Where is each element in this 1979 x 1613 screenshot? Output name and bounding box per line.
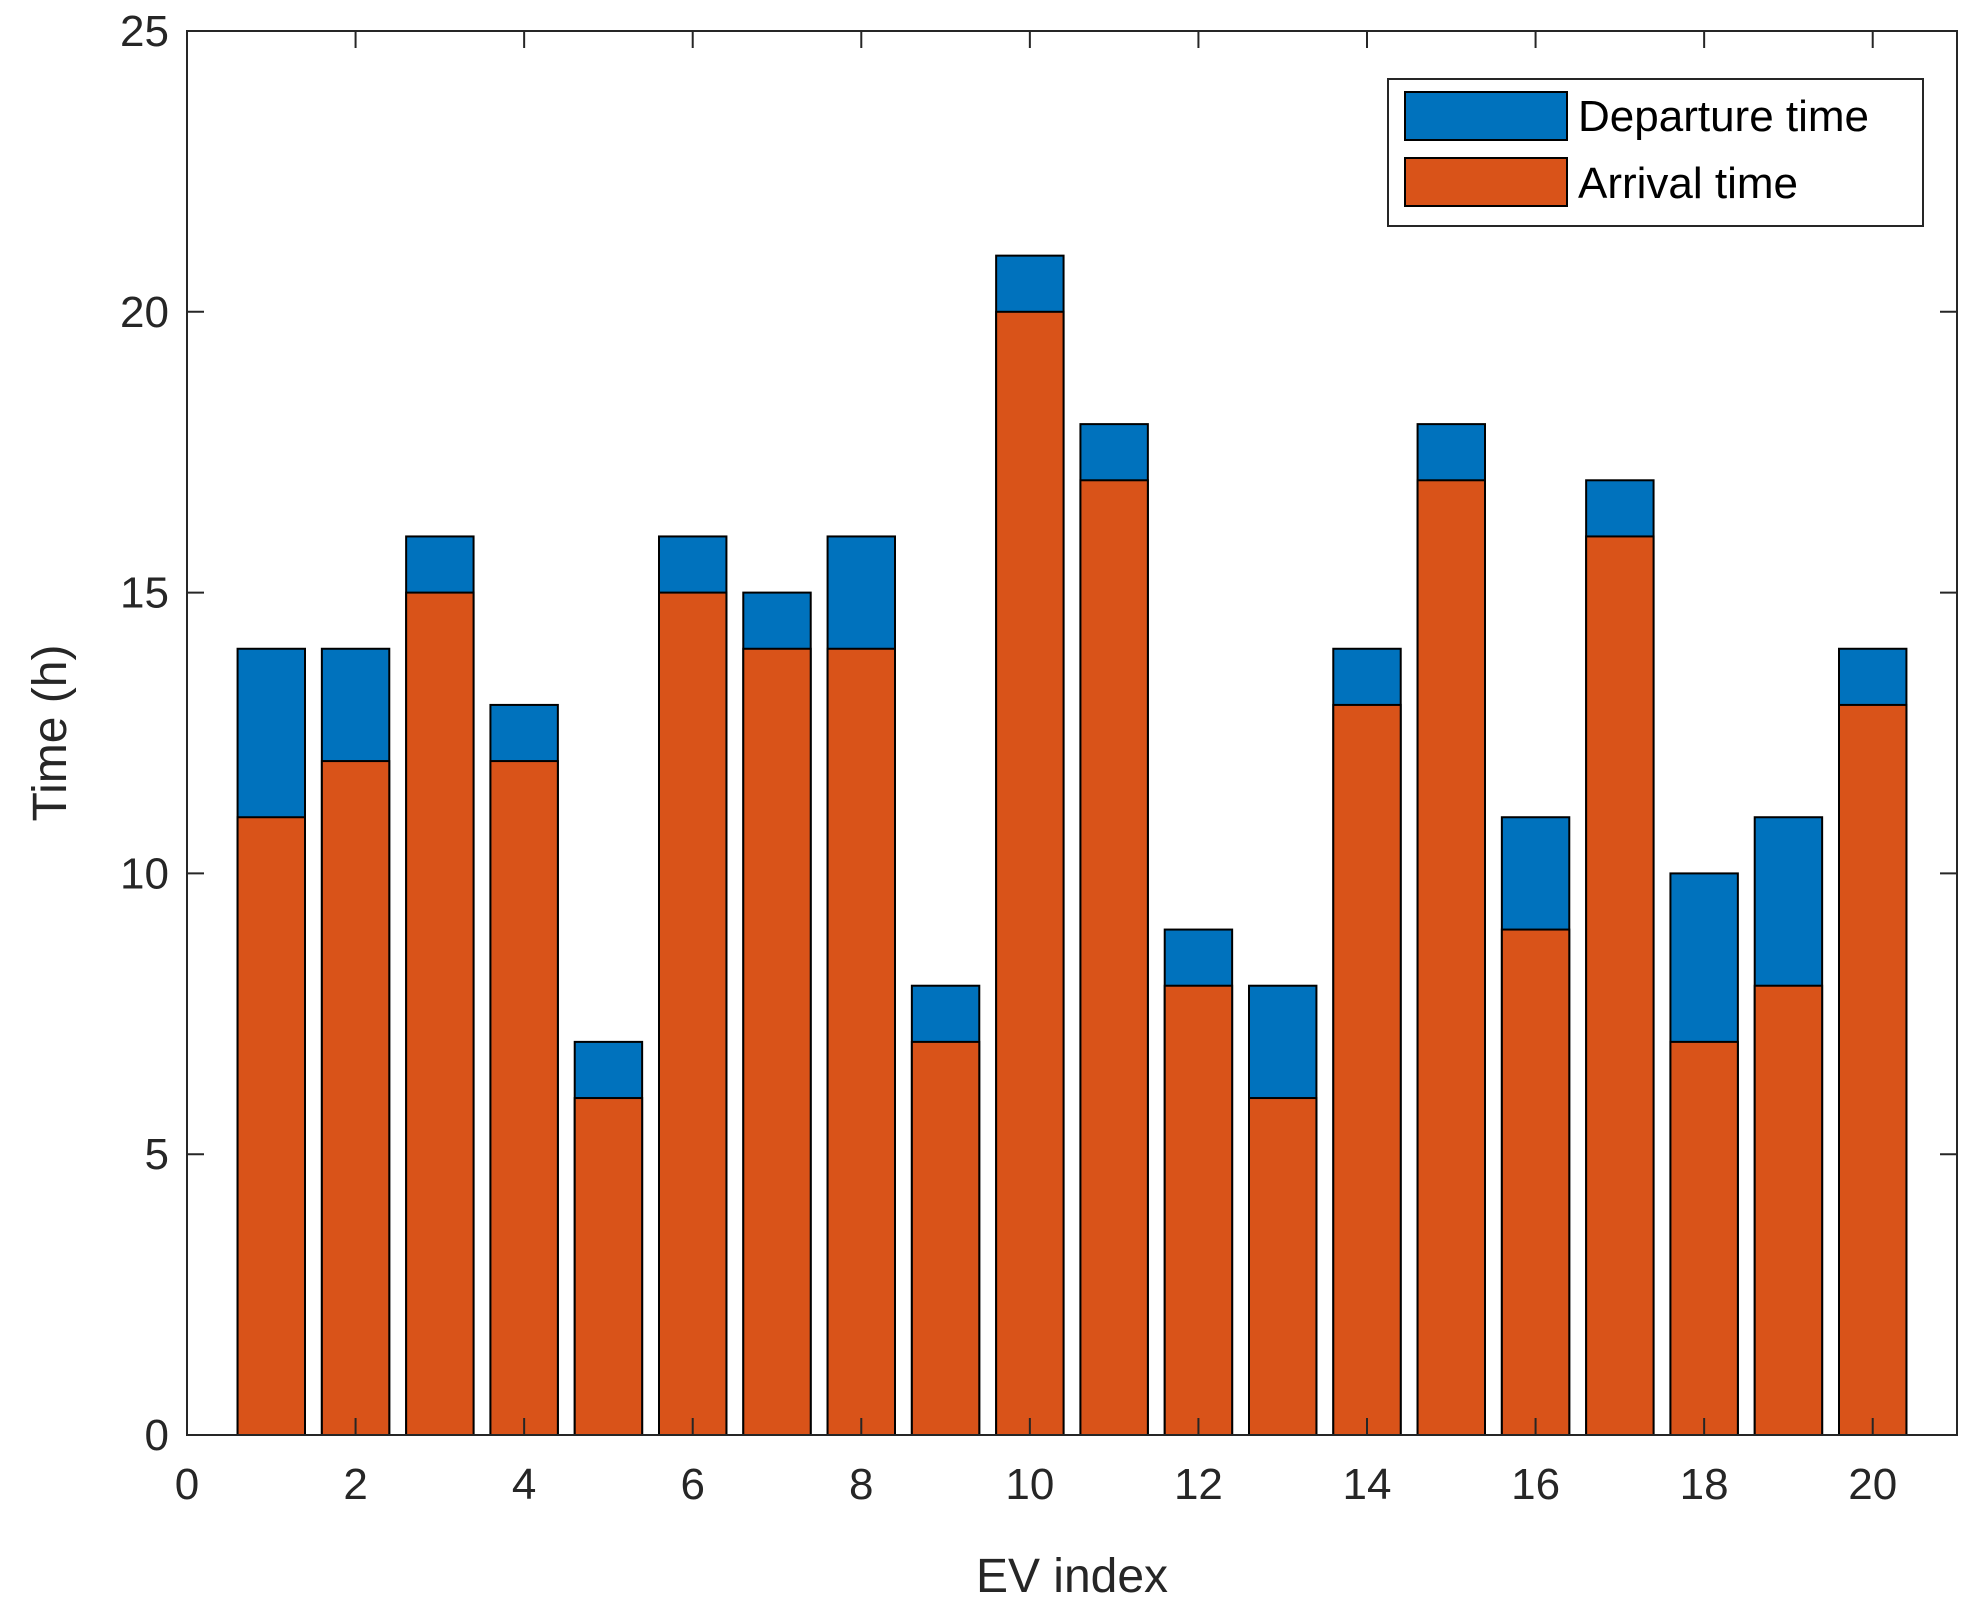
x-tick-label: 8 (849, 1460, 873, 1509)
axis-ticks-group: 0 2 4 6 8 10 12 14 16 18 20 0 5 10 15 20 25 (120, 7, 1957, 1509)
bars-group (236, 254, 1908, 1437)
bar-arrival-ev-6 (658, 591, 728, 1436)
bar-arrival-ev-14 (1332, 703, 1402, 1436)
bar-arrival-ev-13 (1248, 1097, 1318, 1437)
x-tick-label: 6 (680, 1460, 704, 1509)
x-tick-label: 18 (1680, 1460, 1729, 1509)
y-tick-label: 0 (145, 1411, 169, 1460)
x-tick-label: 10 (1005, 1460, 1054, 1509)
bar-arrival-ev-17 (1585, 535, 1655, 1436)
y-tick-label: 5 (145, 1130, 169, 1179)
y-axis-title: Time (h) (24, 645, 77, 822)
bar-arrival-ev-16 (1500, 928, 1571, 1436)
x-tick-label: 12 (1174, 1460, 1223, 1509)
bar-arrival-ev-12 (1163, 984, 1234, 1436)
bar-arrival-ev-18 (1669, 1040, 1739, 1436)
bar-arrival-ev-19 (1753, 984, 1824, 1436)
legend-label-arrival: Arrival time (1578, 159, 1798, 208)
bar-arrival-ev-10 (995, 310, 1065, 1436)
bar-arrival-ev-7 (742, 647, 812, 1436)
bar-arrival-ev-11 (1079, 479, 1149, 1436)
y-tick-label: 10 (120, 849, 169, 898)
bar-arrival-ev-9 (910, 1040, 981, 1436)
legend-label-departure: Departure time (1578, 92, 1869, 141)
plot-area-frame (186, 30, 1958, 1436)
x-tick-label: 14 (1343, 1460, 1392, 1509)
x-tick-label: 2 (343, 1460, 367, 1509)
x-tick-label: 20 (1848, 1460, 1897, 1509)
x-tick-label: 0 (175, 1460, 199, 1509)
x-tick-label: 16 (1511, 1460, 1560, 1509)
bar-arrival-ev-8 (826, 647, 896, 1436)
x-axis-title: EV index (976, 1550, 1168, 1603)
bar-arrival-ev-3 (405, 591, 475, 1436)
bar-arrival-ev-15 (1416, 479, 1486, 1436)
bar-arrival-ev-4 (489, 760, 559, 1436)
legend-swatch-departure (1404, 91, 1568, 141)
legend-swatch-arrival (1404, 157, 1568, 207)
y-tick-label: 20 (120, 288, 169, 337)
bar-arrival-ev-5 (573, 1097, 644, 1437)
bar-arrival-ev-1 (236, 816, 306, 1436)
bar-arrival-ev-2 (320, 760, 391, 1436)
legend: Departure time Arrival time (1387, 78, 1924, 227)
x-tick-label: 4 (512, 1460, 536, 1509)
y-tick-label: 15 (120, 569, 169, 618)
y-tick-label: 25 (120, 7, 169, 56)
bar-arrival-ev-20 (1838, 703, 1908, 1436)
